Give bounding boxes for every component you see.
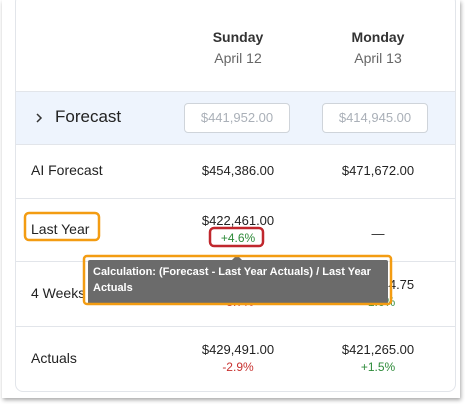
cell-value: $454,386.00: [201, 162, 275, 178]
cell-change: -2.9%: [222, 359, 254, 374]
change-highlight: [208, 226, 265, 248]
table-row: Actuals $429,491.00 -2.9% $421,265.00 +1.5%: [16, 326, 455, 391]
column-day: Sunday: [212, 29, 264, 45]
cell-value: $422,461.00: [201, 212, 275, 228]
column-date: April 12: [214, 50, 262, 66]
forecast-input[interactable]: $441,952.00: [184, 103, 290, 133]
cell-value: $429,491.00: [201, 341, 275, 357]
column-date: April 13: [354, 50, 402, 66]
forecast-label: Forecast: [55, 107, 122, 126]
cell-value: —: [371, 225, 385, 241]
row-label: Actuals: [31, 349, 77, 366]
row-label: AI Forecast: [31, 161, 103, 178]
cell-change: +4.6%: [220, 230, 256, 245]
tooltip-arrow: [232, 255, 242, 260]
cell-value: $421,265.00: [341, 341, 415, 357]
table-row: AI Forecast $454,386.00 $471,672.00: [16, 143, 455, 199]
tooltip-highlight: [82, 254, 393, 306]
row-label: Last Year: [31, 220, 90, 237]
table-card: Sunday April 12 Monday April 13 Forecast…: [15, 0, 456, 392]
forecast-input[interactable]: $414,945.00: [322, 103, 428, 133]
tooltip: Calculation: (Forecast - Last Year Actua…: [88, 260, 388, 304]
cell-value: $471,672.00: [341, 162, 415, 178]
expand-chevron[interactable]: [35, 112, 43, 124]
label-highlight: [23, 211, 101, 242]
column-day: Monday: [351, 29, 405, 45]
forecast-row: Forecast $441,952.00 $414,945.00: [16, 91, 455, 145]
cell-change: +1.5%: [360, 359, 396, 374]
